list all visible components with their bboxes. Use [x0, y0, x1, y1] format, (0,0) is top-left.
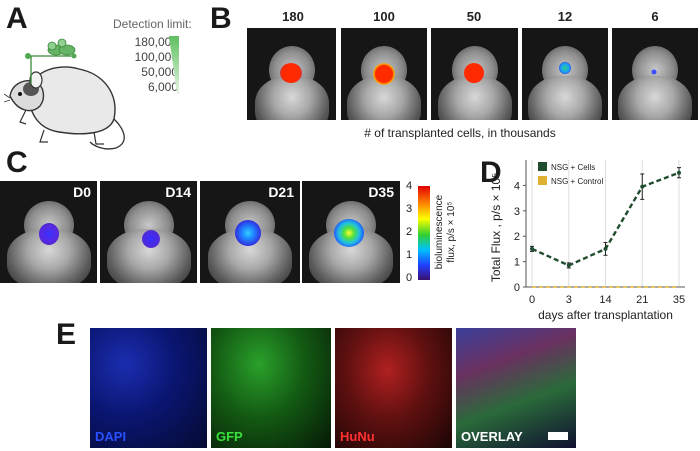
panel-b-caption: # of transplanted cells, in thousands — [364, 126, 556, 140]
data-point — [677, 170, 681, 175]
micro-label: OVERLAY — [461, 429, 523, 444]
legend-label: NSG + Control — [551, 177, 603, 186]
colorbar-tick: 1 — [406, 249, 413, 261]
y-tick-label: 0 — [514, 282, 520, 294]
detection-value: 100,000 — [134, 50, 178, 64]
detection-gradient-wedge — [169, 36, 179, 94]
colorbar-tick: 2 — [406, 226, 413, 238]
panel-e-letter: E — [56, 318, 77, 351]
x-tick-label: 0 — [529, 294, 535, 306]
micro-hunu: HuNu — [335, 328, 452, 448]
bli-image-d21: D21 — [200, 181, 300, 283]
data-point — [603, 246, 608, 251]
cell-count-label: 180 — [282, 9, 304, 24]
detection-values: 180,000 100,000 50,000 6,000 — [115, 35, 178, 95]
colorbar-tick: 0 — [406, 272, 413, 284]
micro-label: DAPI — [95, 429, 127, 444]
data-point — [640, 184, 645, 189]
bli-image-12k — [522, 28, 608, 120]
mouse-illustration — [4, 38, 125, 150]
timepoint-label: D14 — [165, 184, 191, 200]
colorbar-label-line: bioluminescence — [434, 194, 445, 270]
x-tick-label: 21 — [636, 294, 648, 306]
timepoint-label: D35 — [368, 184, 394, 200]
cell-count-label: 100 — [373, 9, 395, 24]
detection-value: 180,000 — [134, 35, 178, 49]
panel-c-letter: C — [6, 146, 28, 179]
legend-swatch — [538, 162, 547, 171]
timepoint-label: D21 — [268, 184, 294, 200]
bli-image-6k — [612, 28, 698, 120]
y-tick-label: 4 — [514, 180, 520, 192]
cell-count-label: 6 — [651, 9, 659, 24]
micro-overlay: OVERLAY — [456, 328, 576, 448]
bli-image-d0: D0 — [0, 181, 97, 283]
panel-a-letter: A — [6, 2, 28, 35]
bli-image-d35: D35 — [302, 181, 400, 283]
detection-value: 50,000 — [141, 65, 178, 79]
y-tick-label: 2 — [514, 231, 520, 243]
y-axis-label: Total Flux , p/s × 10⁵ — [489, 173, 503, 282]
panel-b-letter: B — [210, 2, 232, 35]
x-tick-label: 14 — [599, 294, 611, 306]
micro-dapi: DAPI — [90, 328, 207, 448]
data-point — [530, 246, 534, 251]
scale-bar — [548, 432, 568, 440]
data-point — [566, 263, 571, 268]
timepoint-label: D0 — [73, 184, 91, 200]
bli-image-100k — [341, 28, 427, 120]
cell-count-label: 12 — [557, 9, 573, 24]
bli-image-d14: D14 — [100, 181, 197, 283]
bli-image-180k — [247, 28, 336, 120]
colorbar — [418, 186, 430, 280]
colorbar-label-line: flux, p/s × 10⁵ — [446, 201, 457, 263]
x-axis-label: days after transplantation — [538, 308, 673, 322]
y-tick-label: 1 — [514, 257, 520, 269]
detection-value: 6,000 — [147, 80, 178, 94]
x-tick-label: 35 — [673, 294, 685, 306]
colorbar-tick: 4 — [406, 180, 413, 192]
colorbar-label: bioluminescence flux, p/s × 10⁵ — [434, 182, 458, 282]
micro-label: HuNu — [340, 429, 375, 444]
bli-image-50k — [431, 28, 518, 120]
legend-label: NSG + Cells — [551, 163, 595, 172]
micro-gfp: GFP — [211, 328, 331, 448]
x-tick-label: 3 — [566, 294, 572, 306]
micro-label: GFP — [216, 429, 243, 444]
legend-swatch — [538, 176, 547, 185]
detection-limit-title: Detection limit: — [113, 17, 192, 31]
colorbar-tick: 3 — [406, 203, 413, 215]
y-tick-label: 3 — [514, 206, 520, 218]
panel-d-letter: D — [480, 156, 502, 189]
cell-count-label: 50 — [466, 9, 482, 24]
